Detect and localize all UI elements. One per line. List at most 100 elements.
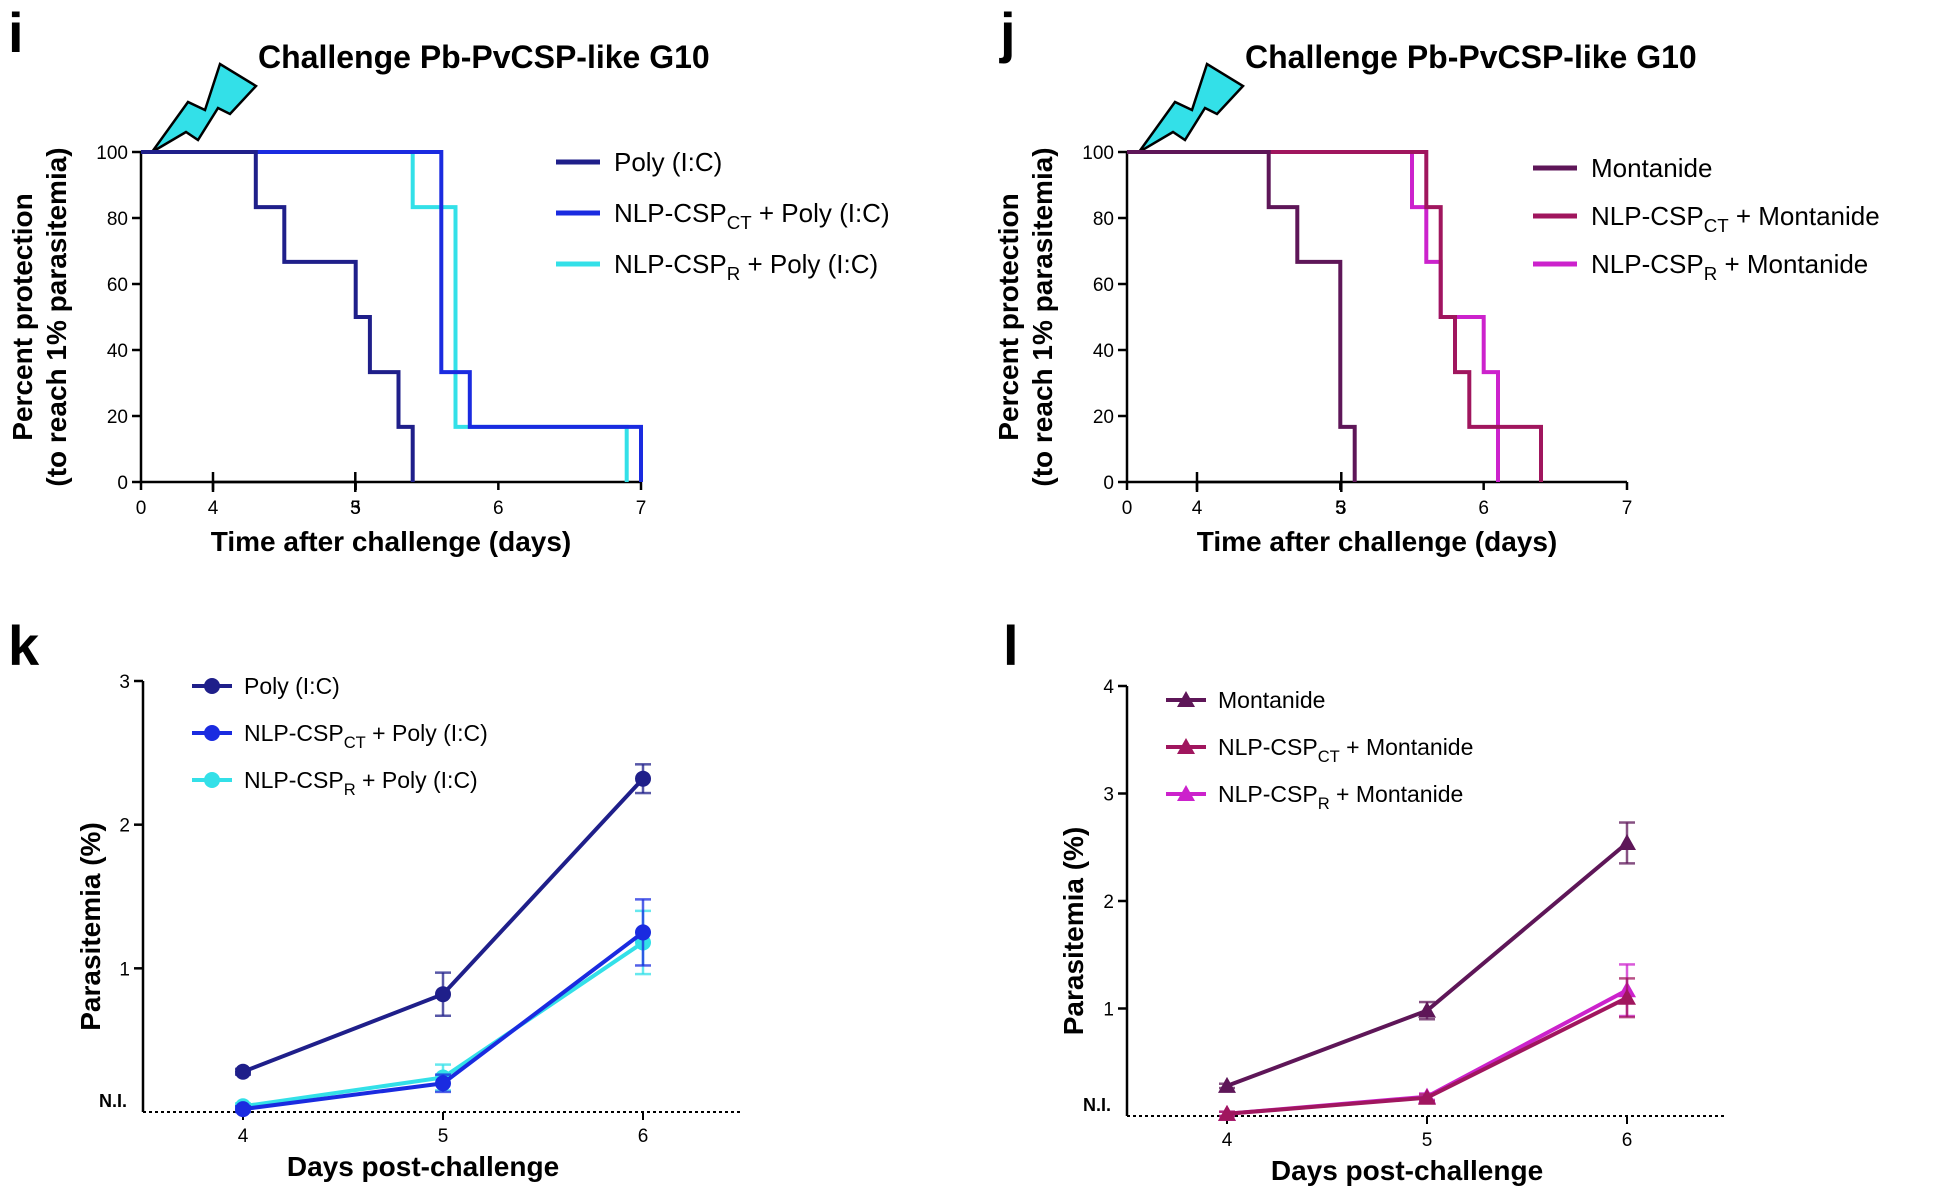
data-point-marker — [435, 1075, 451, 1092]
x-tick-label: 7 — [636, 498, 647, 519]
data-point-marker — [235, 1063, 251, 1080]
x-tick-label: 6 — [638, 1126, 649, 1147]
challenge-title: Challenge Pb-PvCSP-like G10 — [258, 39, 710, 75]
lightning-bolt-icon — [150, 62, 258, 154]
legend-label: Poly (I:C) — [244, 673, 340, 699]
y-tick-label: 20 — [107, 407, 128, 428]
plot-area: 1 2 3 4 N.I. 4 5 6 Days post-challenge Parasitemi… — [1058, 677, 1727, 1186]
y-tick-label: 0 — [1103, 473, 1114, 494]
legend-label: NLP-CSPCT + Poly (I:C) — [614, 198, 890, 233]
series-line — [1226, 841, 1629, 1088]
y-axis-title-2: (to reach 1% parasitemia) — [41, 147, 72, 486]
x-tick-label: 3 — [350, 498, 361, 519]
panel-l: l 1 2 3 4 N.I. 4 5 6 Days post-challenge Parasite… — [1003, 614, 1727, 1186]
x-axis-title: Days post-challenge — [1271, 1155, 1543, 1186]
data-point-marker — [435, 986, 451, 1003]
y-axis-title: Percent protection — [7, 193, 38, 440]
y-tick-label: 3 — [119, 672, 130, 693]
x-tick-label: 4 — [208, 498, 219, 519]
y-tick-label: 0 — [117, 473, 128, 494]
data-point-marker — [1418, 1001, 1436, 1018]
ni-label-bg — [88, 1088, 140, 1114]
x-tick-label: 7 — [1622, 498, 1633, 519]
data-point-marker — [1177, 738, 1195, 754]
survival-curve — [1127, 150, 1543, 482]
x-tick-label: 5 — [350, 498, 361, 519]
legend-label: NLP-CSPCT + Montanide — [1591, 201, 1880, 236]
plot-area: 0 20 40 60 80 100 0 3 4 5 6 7 Time after challenge (… — [993, 143, 1880, 557]
y-tick-label: 1 — [1103, 1000, 1114, 1021]
data-point-marker — [1618, 833, 1636, 850]
data-point-marker — [1218, 1076, 1236, 1093]
y-tick-label: 100 — [96, 143, 128, 164]
y-tick-label: 4 — [1103, 677, 1114, 698]
y-tick-label: 100 — [1082, 143, 1114, 164]
panel-i: i Challenge Pb-PvCSP-like G10 0204060801… — [7, 1, 890, 557]
ni-label: N.I. — [99, 1091, 127, 1111]
y-tick-label: 20 — [1093, 407, 1114, 428]
y-axis-title: Percent protection — [993, 193, 1024, 440]
data-point-marker — [1618, 988, 1636, 1005]
legend-label: NLP-CSPCT + Montanide — [1218, 734, 1473, 766]
lightning-bolt-icon — [1137, 62, 1245, 154]
x-axis-title: Time after challenge (days) — [1197, 526, 1558, 557]
ni-label-bg — [1072, 1092, 1124, 1118]
ni-label: N.I. — [1083, 1095, 1111, 1115]
data-point-marker — [204, 772, 220, 788]
data-point-marker — [635, 924, 651, 941]
legend-label: NLP-CSPR + Poly (I:C) — [244, 767, 478, 799]
plot-area: 1 2 3 N.I. 4 5 6 Days post-challenge Parasitemia… — [75, 672, 743, 1182]
legend-label: NLP-CSPR + Montanide — [1591, 249, 1868, 284]
legend-label: Montanide — [1591, 153, 1712, 183]
y-tick-label: 1 — [119, 959, 130, 980]
y-tick-label: 40 — [1093, 341, 1114, 362]
survival-curve — [1127, 150, 1357, 482]
plot-area: 0 20 40 60 80 100 0 3 4 5 6 7 Time after challenge (… — [7, 143, 890, 557]
x-tick-label: 6 — [1478, 498, 1489, 519]
y-tick-label: 3 — [1103, 785, 1114, 806]
x-tick-label: 6 — [1622, 1130, 1633, 1151]
panel-letter-k: k — [8, 614, 40, 677]
y-axis-title: Parasitemia (%) — [75, 822, 106, 1031]
legend-label: Montanide — [1218, 687, 1325, 713]
y-tick-label: 80 — [1093, 209, 1114, 230]
x-tick-label: 0 — [1122, 498, 1133, 519]
y-tick-label: 2 — [119, 816, 130, 837]
panel-k: k 1 2 3 N.I. 4 5 6 Days post-challenge Parasitem… — [8, 614, 743, 1182]
survival-curve — [141, 150, 629, 482]
y-tick-label: 2 — [1103, 892, 1114, 913]
x-tick-label: 5 — [1422, 1130, 1433, 1151]
data-point-marker — [1218, 1104, 1236, 1121]
legend-label: NLP-CSPR + Poly (I:C) — [614, 249, 878, 284]
x-tick-label: 4 — [238, 1126, 249, 1147]
challenge-title: Challenge Pb-PvCSP-like G10 — [1245, 39, 1697, 75]
survival-curve — [141, 150, 415, 482]
panel-letter-l: l — [1003, 614, 1019, 677]
legend-label: Poly (I:C) — [614, 147, 722, 177]
x-tick-label: 5 — [1335, 498, 1346, 519]
x-tick-label: 3 — [1336, 498, 1347, 519]
series-line — [242, 777, 645, 1074]
x-tick-label: 4 — [1192, 498, 1203, 519]
y-tick-label: 80 — [107, 209, 128, 230]
y-tick-label: 40 — [107, 341, 128, 362]
y-tick-label: 60 — [1093, 275, 1114, 296]
x-tick-label: 4 — [1222, 1130, 1233, 1151]
y-axis-title-2: (to reach 1% parasitemia) — [1027, 147, 1058, 486]
legend-label: NLP-CSPCT + Poly (I:C) — [244, 720, 488, 752]
data-point-marker — [204, 678, 220, 694]
y-tick-label: 60 — [107, 275, 128, 296]
data-point-marker — [204, 725, 220, 741]
data-point-marker — [635, 770, 651, 787]
x-tick-label: 0 — [136, 498, 147, 519]
x-axis-title: Time after challenge (days) — [211, 526, 572, 557]
x-tick-label: 6 — [493, 498, 504, 519]
panel-letter-j: j — [999, 1, 1016, 64]
legend-label: NLP-CSPR + Montanide — [1218, 781, 1463, 813]
y-axis-title: Parasitemia (%) — [1058, 827, 1089, 1036]
panel-letter-i: i — [8, 1, 24, 64]
data-point-marker — [1177, 691, 1195, 707]
panel-j: j Challenge Pb-PvCSP-like G10 0204060801… — [993, 1, 1880, 557]
x-tick-label: 5 — [438, 1126, 449, 1147]
data-point-marker — [1177, 785, 1195, 801]
